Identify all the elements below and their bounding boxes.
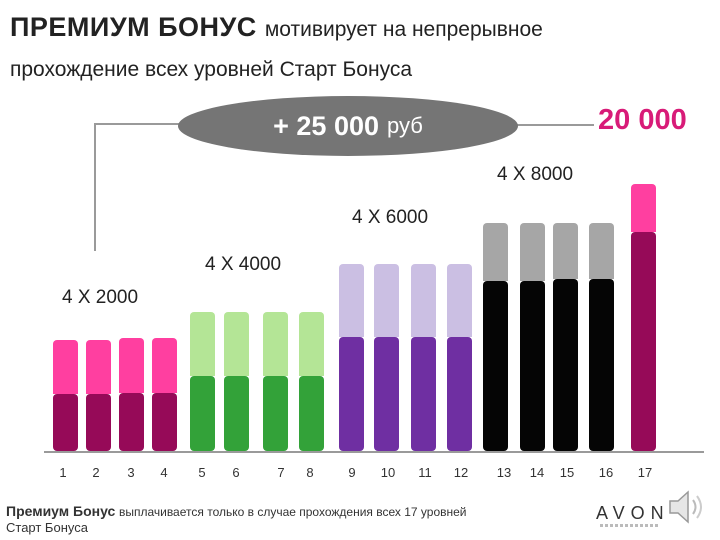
group-label-3: 4 X 6000 [352,207,429,228]
bar-bottom-segment [411,337,436,451]
title: ПРЕМИУМ БОНУС мотивирует на непрерывное [10,12,543,43]
level-bar [339,264,364,451]
level-tick-label: 5 [198,465,206,480]
bar-bottom-segment [190,376,215,451]
baseline [44,451,704,453]
level-bar [224,312,249,451]
bar-top-segment [190,312,215,376]
bar-top-segment [553,223,578,279]
bar-top-segment [447,264,472,337]
level-bar [299,312,324,451]
bonus-unit: руб [387,113,423,138]
bar-bottom-segment [483,281,508,451]
bar-bottom-segment [119,393,144,451]
footnote-bold: Премиум Бонус [6,503,116,519]
bar-bottom-segment [263,376,288,451]
bar-top-segment [119,338,144,393]
level-tick-label: 3 [127,465,135,480]
level-bar [374,264,399,451]
bar-bottom-segment [224,376,249,451]
avon-logo: AVON [596,503,670,523]
level-tick-label: 17 [637,465,653,480]
level-bar [86,340,111,451]
bar-bottom-segment [53,394,78,451]
level-tick-label: 13 [496,465,512,480]
level-bar [263,312,288,451]
group-label-1: 4 X 2000 [62,287,139,308]
bar-top-segment [520,223,545,281]
connector-left-vertical [94,123,96,251]
level-tick-label: 11 [418,465,432,480]
level-bar [119,338,144,451]
bar-top-segment [53,340,78,394]
level-tick-label: 9 [348,465,356,480]
speaker-icon[interactable] [664,484,714,530]
title-rest: мотивирует на непрерывное [264,18,543,41]
subtitle: прохождение всех уровней Старт Бонуса [10,58,413,81]
level-bar [589,223,614,451]
level-bar [190,312,215,451]
bar-bottom-segment [520,281,545,451]
level-bar [447,264,472,451]
level-bar [53,340,78,451]
bar-top-segment [224,312,249,376]
bar-top-segment [263,312,288,376]
footnote-text: выплачивается только в случае прохождени… [118,505,467,519]
level-tick-label: 15 [559,465,575,480]
bar-top-segment [589,223,614,279]
bar-top-segment [374,264,399,337]
level-tick-label: 14 [529,465,545,480]
bar-bottom-segment [631,232,656,451]
level-tick-label: 8 [306,465,314,480]
bar-bottom-segment [299,376,324,451]
level-bar [411,264,436,451]
bar-bottom-segment [339,337,364,451]
level-tick-label: 6 [232,465,240,480]
level-tick-label: 1 [59,465,67,480]
bonus-amount: + 25 000 [273,110,379,141]
footnote-line2: Старт Бонуса [6,520,88,535]
bar-top-segment [299,312,324,376]
bar-top-segment [152,338,177,393]
connector-right-horizontal [514,124,594,126]
bar-bottom-segment [553,279,578,451]
bar-top-segment [411,264,436,337]
level-tick-label: 4 [160,465,168,480]
bar-top-segment [483,223,508,281]
level-tick-label: 16 [598,465,614,480]
bar-top-segment [86,340,111,394]
bar-bottom-segment [152,393,177,451]
bonus-total-ellipse: + 25 000 руб [178,96,518,156]
group-label-4: 4 X 8000 [497,164,574,185]
level-tick-label: 10 [380,465,396,480]
bar-bottom-segment [589,279,614,451]
bar-bottom-segment [374,337,399,451]
level-bar [520,223,545,451]
level-tick-label: 2 [92,465,100,480]
bar-top-segment [631,184,656,232]
bar-bottom-segment [86,394,111,451]
bar-top-segment [339,264,364,337]
footnote: Премиум Бонус выплачивается только в слу… [6,503,586,536]
level-bar [553,223,578,451]
level-bar [152,338,177,451]
level-bar [483,223,508,451]
avon-tagline-mark [600,524,660,527]
group-label-2: 4 X 4000 [205,254,282,275]
level17-amount: 20 000 [598,104,687,136]
level-bar [631,184,656,451]
connector-left-horizontal [94,123,184,125]
level-tick-label: 12 [453,465,469,480]
level-tick-label: 7 [277,465,285,480]
title-main: ПРЕМИУМ БОНУС [10,12,257,42]
bar-bottom-segment [447,337,472,451]
